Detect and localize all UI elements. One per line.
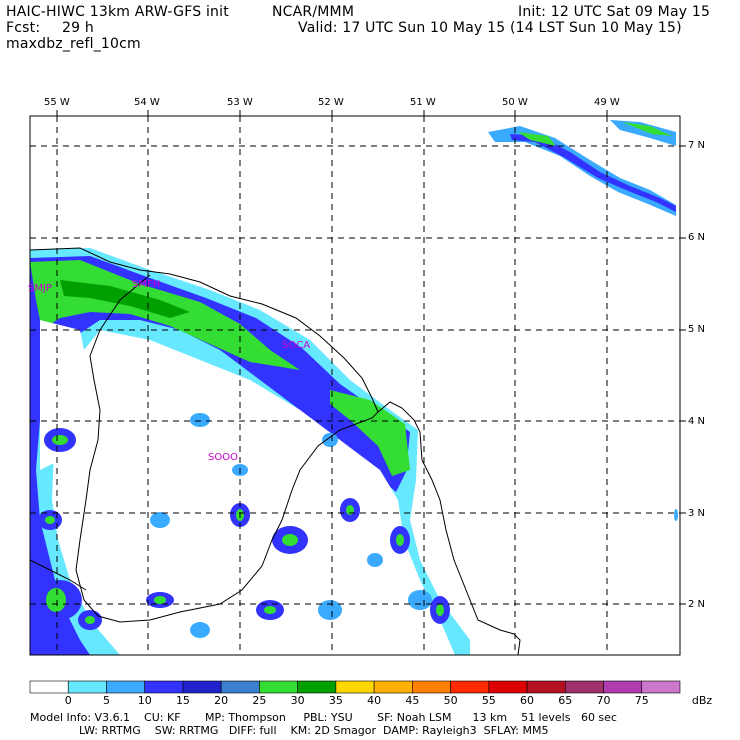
lon-tick-52w: 52 W <box>318 97 344 108</box>
colorbar <box>29 680 681 694</box>
colorbar-level-label: 0 <box>64 694 72 707</box>
border-ticks <box>56 110 686 605</box>
echo-band-ne-core <box>510 134 676 212</box>
lat-tick-3n: 3 N <box>688 508 706 519</box>
echo-band-ne-tail-core <box>622 122 672 136</box>
colorbar-level-label: 5 <box>102 694 110 707</box>
model-info-line2: LW: RRTMG SW: RRTMG DIFF: full KM: 2D Sm… <box>30 724 549 737</box>
coastline <box>30 247 521 655</box>
colorbar-level-label: 30 <box>290 694 305 707</box>
fcst-value: 29 h <box>62 20 94 36</box>
colorbar-swatch <box>641 680 681 694</box>
echo-coastal-dark <box>60 280 190 318</box>
colorbar-swatch <box>335 680 375 694</box>
colorbar-level-label: 75 <box>634 694 649 707</box>
lon-tick-55w: 55 W <box>44 97 70 108</box>
lon-tick-51w: 51 W <box>410 97 436 108</box>
lat-tick-4n: 4 N <box>688 416 706 427</box>
colorbar-swatch <box>106 680 146 694</box>
colorbar-swatch <box>603 680 643 694</box>
colorbar-level-label: 45 <box>405 694 420 707</box>
colorbar-level-label: 55 <box>481 694 496 707</box>
coastline-inner <box>30 559 87 591</box>
lon-tick-50w: 50 W <box>502 97 528 108</box>
station-label-sooo: SOOO <box>208 452 238 463</box>
interior-clear <box>52 330 455 655</box>
colorbar-swatch <box>29 680 69 694</box>
colorbar-level-label: 70 <box>596 694 611 707</box>
radar-field <box>30 120 678 655</box>
colorbar-swatch <box>564 680 604 694</box>
colorbar-swatch <box>259 680 298 694</box>
colorbar-level-label: 60 <box>520 694 535 707</box>
field-name: maxdbz_refl_10cm <box>6 36 141 52</box>
station-label-smfh: SMFH <box>132 279 161 290</box>
colorbar-level-label: 20 <box>214 694 229 707</box>
echo-band-ne <box>488 126 676 216</box>
colorbar-level-label: 50 <box>443 694 458 707</box>
colorbar-swatch <box>67 680 107 694</box>
echo-coastal-green-2 <box>330 390 410 476</box>
colorbar-level-label: 10 <box>137 694 152 707</box>
colorbar-swatch <box>144 680 184 694</box>
colorbar-swatch <box>488 680 528 694</box>
station-label-soca: SOCA <box>282 340 311 351</box>
lon-tick-53w: 53 W <box>227 97 253 108</box>
colorbar-level-label: 40 <box>367 694 382 707</box>
init-time: Init: 12 UTC Sat 09 May 15 <box>518 4 711 20</box>
lat-tick-5n: 5 N <box>688 324 706 335</box>
colorbar-swatch <box>220 680 260 694</box>
colorbar-swatch <box>450 680 490 694</box>
lon-tick-54w: 54 W <box>134 97 160 108</box>
colorbar-level-label: 15 <box>175 694 190 707</box>
model-info-line1: Model Info: V3.6.1 CU: KF MP: Thompson P… <box>30 711 617 724</box>
echo-band-ne-green <box>518 132 556 146</box>
colorbar-level-label: 35 <box>328 694 343 707</box>
lat-tick-2n: 2 N <box>688 599 706 610</box>
model-title: HAIC-HIWC 13km ARW-GFS init <box>6 4 229 20</box>
country-border <box>75 274 379 623</box>
colorbar-level-label: 65 <box>558 694 573 707</box>
station-label-smjp: SMJP <box>28 283 52 294</box>
lat-tick-7n: 7 N <box>688 140 706 151</box>
colorbar-unit: dBz <box>691 694 713 707</box>
colorbar-swatch <box>412 680 451 694</box>
echo-band-ne-tail <box>610 120 676 146</box>
fcst-label: Fcst: <box>6 20 41 36</box>
colorbar-swatch <box>297 680 337 694</box>
map-frame <box>29 115 681 656</box>
lon-tick-49w: 49 W <box>594 97 620 108</box>
lat-lon-grid <box>30 116 680 655</box>
colorbar-swatch <box>182 680 222 694</box>
colorbar-level-label: 25 <box>252 694 267 707</box>
valid-time: Valid: 17 UTC Sun 10 May 15 (14 LST Sun … <box>298 20 682 36</box>
colorbar-swatch <box>373 680 413 694</box>
colorbar-swatch <box>526 680 566 694</box>
lat-tick-6n: 6 N <box>688 232 706 243</box>
org-label: NCAR/MMM <box>272 4 355 20</box>
